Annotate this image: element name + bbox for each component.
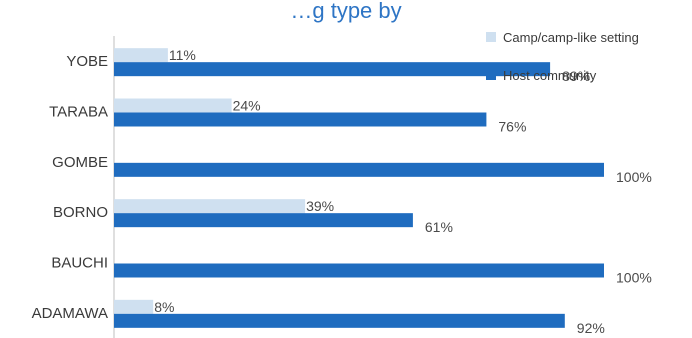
bar-camp-camp-like-setting-borno bbox=[114, 199, 306, 214]
category-label-gombe: GOMBE bbox=[52, 154, 108, 171]
bar-host-community-taraba bbox=[114, 112, 487, 127]
bar-camp-camp-like-setting-yobe bbox=[114, 48, 168, 63]
data-label-host-community-gombe: 100% bbox=[616, 169, 652, 185]
category-label-bauchi: BAUCHI bbox=[51, 255, 108, 272]
legend-label-host-community: Host community bbox=[503, 68, 597, 83]
category-label-taraba: TARABA bbox=[49, 104, 108, 121]
bar-host-community-gombe bbox=[114, 162, 604, 177]
bar-host-community-borno bbox=[114, 213, 413, 228]
bar-camp-camp-like-setting-taraba bbox=[114, 98, 232, 113]
data-label-camp-camp-like-setting-adamawa: 8% bbox=[154, 299, 174, 315]
category-label-adamawa: ADAMAWA bbox=[32, 305, 108, 322]
bar-camp-camp-like-setting-adamawa bbox=[114, 299, 154, 314]
data-label-host-community-yobe: 89% bbox=[562, 68, 590, 84]
legend-swatch-host-community bbox=[486, 70, 496, 80]
legend-swatch-camp-camp-like-setting bbox=[486, 32, 496, 42]
bar-host-community-adamawa bbox=[114, 313, 565, 328]
legend-label-camp-camp-like-setting: Camp/camp-like setting bbox=[503, 30, 639, 45]
chart-title: …g type by bbox=[290, 0, 401, 23]
category-label-yobe: YOBE bbox=[66, 53, 108, 70]
bar-host-community-bauchi bbox=[114, 263, 604, 278]
bar-host-community-yobe bbox=[114, 62, 551, 77]
data-label-host-community-borno: 61% bbox=[425, 219, 453, 235]
data-label-camp-camp-like-setting-taraba: 24% bbox=[233, 98, 261, 114]
category-label-borno: BORNO bbox=[53, 204, 108, 221]
data-label-host-community-adamawa: 92% bbox=[577, 320, 605, 336]
data-label-camp-camp-like-setting-borno: 39% bbox=[306, 198, 334, 214]
data-label-host-community-bauchi: 100% bbox=[616, 270, 652, 286]
legend: Camp/camp-like setting Host community bbox=[486, 30, 639, 83]
data-label-camp-camp-like-setting-yobe: 11% bbox=[169, 47, 196, 63]
data-label-host-community-taraba: 76% bbox=[498, 119, 526, 135]
